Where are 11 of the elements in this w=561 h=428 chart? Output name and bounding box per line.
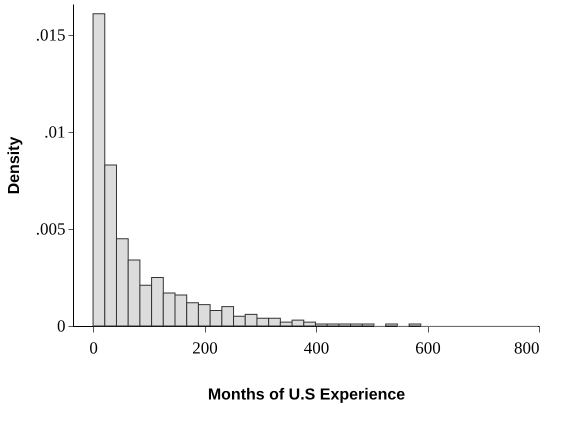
x-axis-title: Months of U.S Experience (208, 386, 406, 404)
x-tick-label: 600 (415, 338, 441, 358)
x-tick-label: 800 (514, 338, 540, 358)
y-axis-title: Density (6, 136, 23, 194)
y-tick-label: .015 (36, 26, 66, 45)
x-tick-label: 0 (89, 338, 98, 358)
x-tick-label: 400 (304, 338, 330, 358)
y-tick-label: .01 (44, 122, 66, 142)
y-tick-label: 0 (57, 316, 66, 336)
x-tick-label: 200 (192, 338, 218, 358)
y-tick-label: .005 (36, 220, 66, 239)
